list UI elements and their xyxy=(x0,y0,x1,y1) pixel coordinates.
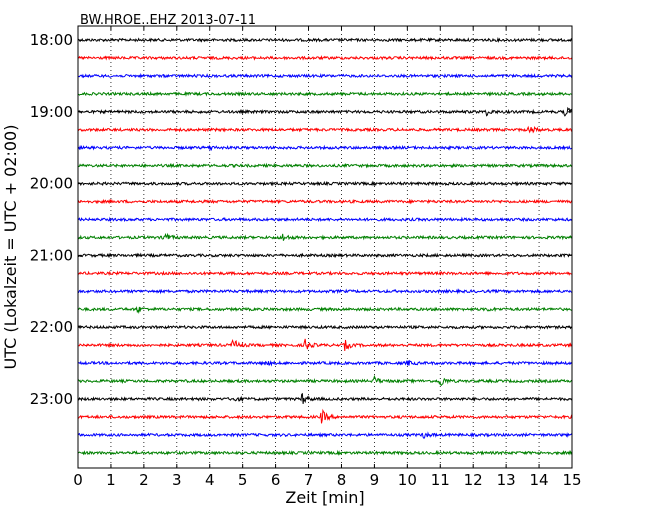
trace-row-1815 xyxy=(78,54,573,61)
trace-row-1915 xyxy=(77,125,573,134)
trace-row-2000 xyxy=(77,180,573,187)
trace-row-2345 xyxy=(77,449,573,456)
x-axis-ticks: 0 1 2 3 4 5 6 7 8 9 10 11 12 13 14 15 xyxy=(73,26,582,489)
trace-row-1900 xyxy=(77,106,573,117)
vertical-gridlines xyxy=(110,26,540,468)
trace-row-2115 xyxy=(77,270,573,277)
y-axis-label: UTC (Lokalzeit = UTC + 02:00) xyxy=(1,125,20,370)
y-tick-label: 22:00 xyxy=(30,318,73,336)
trace-row-2100 xyxy=(77,252,573,259)
x-tick-label: 12 xyxy=(464,471,483,489)
trace-row-2245 xyxy=(77,374,573,387)
y-tick-label: 20:00 xyxy=(30,175,73,193)
trace-row-2045 xyxy=(77,232,573,241)
x-tick-label: 2 xyxy=(139,471,149,489)
x-tick-label: 15 xyxy=(562,471,581,489)
x-tick-label: 1 xyxy=(106,471,116,489)
x-tick-label: 6 xyxy=(271,471,281,489)
trace-row-1800 xyxy=(77,36,572,43)
trace-row-1830 xyxy=(77,72,573,79)
x-tick-label: 8 xyxy=(337,471,347,489)
x-axis-label: Zeit [min] xyxy=(285,488,364,507)
x-tick-label: 7 xyxy=(304,471,314,489)
trace-row-2215 xyxy=(77,338,573,351)
x-tick-label: 4 xyxy=(205,471,215,489)
plot-frame xyxy=(77,25,573,469)
x-tick-label: 5 xyxy=(238,471,248,489)
y-tick-label: 23:00 xyxy=(30,390,73,408)
trace-row-2200 xyxy=(77,324,573,331)
x-tick-label: 11 xyxy=(431,471,450,489)
x-tick-label: 9 xyxy=(370,471,380,489)
x-tick-label: 3 xyxy=(172,471,182,489)
trace-row-2015 xyxy=(77,198,573,205)
y-tick-label: 19:00 xyxy=(30,103,73,121)
trace-row-2230 xyxy=(77,359,573,367)
trace-row-2300 xyxy=(77,392,573,404)
x-tick-label: 13 xyxy=(497,471,516,489)
chart-title: BW.HROE..EHZ 2013-07-11 xyxy=(80,13,256,28)
trace-row-1845 xyxy=(77,90,573,97)
x-tick-label: 14 xyxy=(530,471,549,489)
x-tick-label: 10 xyxy=(398,471,417,489)
y-axis-ticks: 18:00 19:00 20:00 21:00 22:00 23:00 xyxy=(30,31,572,408)
y-tick-label: 18:00 xyxy=(30,31,73,49)
y-tick-label: 21:00 xyxy=(30,246,73,264)
trace-row-2145 xyxy=(78,305,573,314)
trace-row-2030 xyxy=(77,216,573,223)
trace-row-2330 xyxy=(77,431,573,439)
seismogram-traces xyxy=(77,36,573,456)
trace-row-1930 xyxy=(77,144,573,152)
trace-row-2130 xyxy=(77,288,573,295)
x-tick-label: 0 xyxy=(73,471,83,489)
trace-row-2315 xyxy=(77,408,573,424)
trace-row-1945 xyxy=(77,162,573,169)
